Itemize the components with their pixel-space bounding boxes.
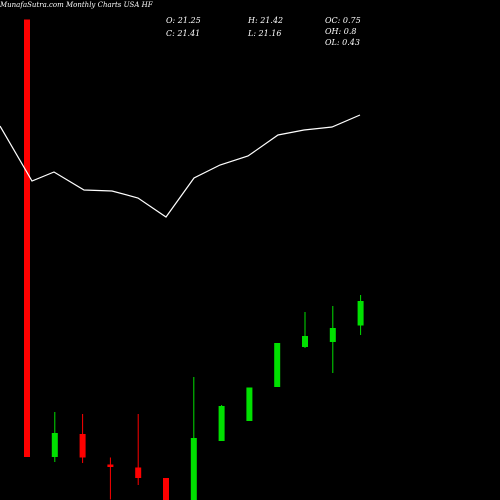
high-label: H: 21.42 bbox=[247, 16, 283, 25]
ol-label: OL: 0.43 bbox=[325, 38, 360, 47]
candle-body bbox=[51, 433, 58, 457]
chart-title: MunafaSutra.com Monthly Charts USA HF bbox=[0, 1, 154, 9]
oh-label: OH: 0.8 bbox=[325, 27, 357, 36]
low-label: L: 21.16 bbox=[247, 29, 281, 38]
oc-label: OC: 0.75 bbox=[325, 16, 361, 25]
candle-body bbox=[24, 19, 30, 457]
candle-body bbox=[79, 434, 86, 458]
candle-body bbox=[329, 328, 336, 342]
close-label: C: 21.41 bbox=[166, 29, 200, 38]
candle-body bbox=[274, 343, 281, 387]
candles-group bbox=[24, 19, 364, 500]
candle-body bbox=[190, 438, 197, 500]
open-label: O: 21.25 bbox=[166, 16, 201, 25]
candle-body bbox=[135, 467, 142, 478]
candle-body bbox=[246, 387, 253, 421]
candle-body bbox=[357, 301, 364, 326]
candle-body bbox=[218, 406, 225, 441]
candle-body bbox=[302, 336, 308, 347]
candle-body bbox=[107, 464, 114, 467]
candle-body bbox=[163, 478, 169, 500]
trend-line bbox=[0, 114, 361, 218]
